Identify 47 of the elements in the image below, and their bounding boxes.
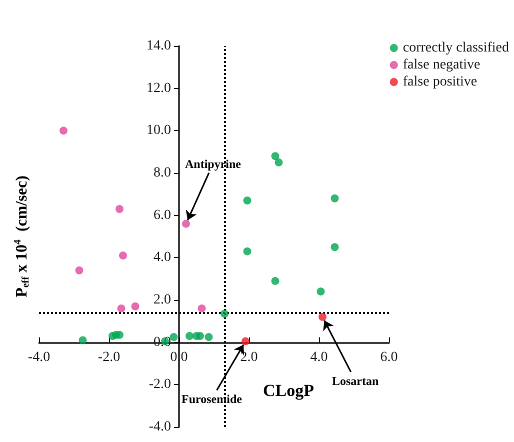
y-tick-label: 14.0	[146, 38, 171, 54]
point	[75, 266, 84, 274]
y-tick-label: 4.0	[154, 250, 171, 266]
y-axis-title: Peff x 104 (cm/sec)	[12, 176, 32, 298]
y-tick-label: 6.0	[154, 208, 171, 223]
legend-label: false negative	[402, 58, 480, 72]
point	[186, 332, 194, 340]
point	[116, 330, 124, 339]
x-axis-title: CLogP	[263, 381, 314, 402]
y-tick-label: 12.0	[146, 80, 171, 96]
point	[243, 196, 252, 205]
point	[78, 336, 87, 344]
point	[242, 337, 250, 346]
y-tick-label: 10.0	[146, 123, 171, 138]
point	[220, 310, 228, 318]
point	[330, 243, 339, 252]
x-tick-label: 6.0	[380, 350, 398, 365]
y-tick-label: 2.0	[154, 292, 171, 308]
point	[170, 333, 178, 342]
point	[243, 247, 252, 256]
annotation: Losartan	[332, 374, 379, 388]
point	[330, 194, 339, 202]
y-tick-label: 8.0	[154, 166, 171, 180]
point	[271, 152, 280, 160]
point	[318, 312, 326, 321]
x-tick-label: -2.0	[98, 350, 120, 365]
point	[117, 304, 126, 312]
point	[119, 252, 127, 260]
point	[196, 332, 204, 340]
point	[116, 204, 124, 213]
point	[316, 288, 325, 296]
y-tick-label: -4.0	[148, 420, 171, 434]
legend-label: correctly classified	[402, 40, 510, 56]
x-tick-label: -4.0	[28, 350, 50, 365]
annotation: Antipyrine	[185, 156, 242, 171]
point	[60, 126, 68, 135]
legend-label: false positive	[402, 74, 478, 90]
point	[198, 304, 206, 312]
point	[271, 276, 280, 285]
point	[131, 302, 140, 310]
x-tick-label: 2.0	[240, 350, 258, 365]
point	[274, 158, 283, 166]
annotation: Furosemide	[182, 392, 242, 406]
point	[204, 333, 213, 342]
y-tick-label: -2.0	[148, 377, 171, 392]
x-tick-label: 4.0	[310, 350, 328, 365]
point	[182, 220, 190, 228]
